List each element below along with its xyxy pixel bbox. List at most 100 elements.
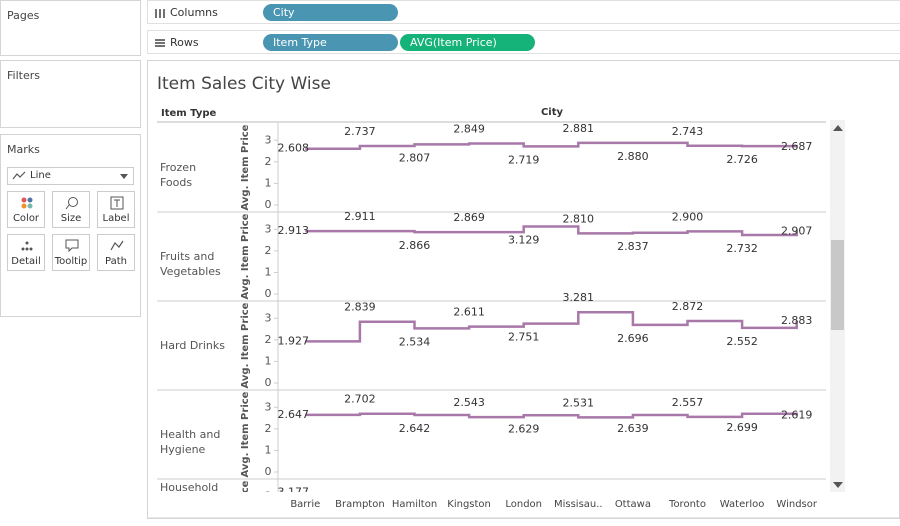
button-label: Label — [102, 213, 130, 224]
button-label: Tooltip — [54, 256, 88, 267]
value-label: 2.743 — [672, 125, 704, 138]
value-label: 1.927 — [278, 334, 310, 347]
y-axis-label: Avg. Item Price — [240, 480, 251, 526]
x-tick-label: Toronto — [668, 499, 706, 510]
pill[interactable]: City — [263, 4, 398, 21]
path-button[interactable]: Path — [97, 234, 135, 271]
filters-card: Filters — [0, 60, 141, 128]
pages-title: Pages — [7, 9, 40, 22]
detail-button[interactable]: Detail — [7, 234, 45, 271]
button-label: Size — [60, 213, 82, 224]
value-label: 2.837 — [617, 240, 649, 253]
value-label: 2.880 — [617, 150, 649, 163]
value-label: 2.699 — [726, 421, 758, 434]
y-tick-label: 3 — [265, 400, 272, 413]
x-tick-label: Waterloo — [720, 499, 765, 510]
value-label: 2.647 — [278, 408, 310, 421]
value-label: 2.719 — [508, 153, 540, 166]
line — [305, 141, 798, 150]
row-header: Household — [160, 481, 219, 492]
scrollbar-thumb[interactable] — [831, 240, 844, 330]
path-icon — [110, 240, 124, 251]
value-label: 2.696 — [617, 332, 649, 345]
value-label: 3.177 — [278, 485, 310, 498]
marks-card: Marks Line Color Size Label Detail Toolt… — [0, 134, 141, 317]
value-label: 2.732 — [726, 242, 758, 255]
value-label: 2.543 — [453, 396, 485, 409]
size-button[interactable]: Size — [52, 191, 90, 228]
x-tick-label: Windsor — [776, 499, 817, 510]
value-label: 2.810 — [563, 212, 595, 225]
line — [305, 225, 798, 237]
y-axis-label: Avg. Item Price — [240, 391, 251, 477]
y-tick-label: 3 — [265, 489, 272, 502]
button-label: Path — [105, 256, 127, 267]
y-tick-label: 0 — [265, 465, 272, 478]
value-label: 2.608 — [278, 142, 310, 155]
y-axis-label: Avg. Item Price — [240, 302, 251, 388]
row-header: Fruits and Vegetables — [160, 249, 221, 278]
value-label: 2.869 — [453, 211, 485, 224]
x-tick-label: Brampton — [335, 499, 385, 510]
value-label: 2.751 — [508, 331, 540, 344]
y-tick-label: 2 — [265, 244, 272, 257]
x-tick-label: Barrie — [290, 499, 320, 510]
line-icon — [12, 171, 26, 180]
y-tick-label: 2 — [265, 333, 272, 346]
y-tick-label: 3 — [265, 311, 272, 324]
value-label: 2.913 — [278, 224, 310, 237]
value-label: 2.881 — [563, 122, 595, 135]
pill[interactable]: AVG(Item Price) — [400, 34, 535, 51]
x-tick-label: Kingston — [447, 499, 491, 510]
shelf-label: Rows — [170, 36, 199, 49]
value-label: 2.907 — [781, 224, 813, 237]
y-tick-label: 0 — [265, 198, 272, 211]
value-label: 2.552 — [726, 335, 758, 348]
value-label: 2.639 — [617, 422, 649, 435]
mark-type-dropdown[interactable]: Line — [7, 167, 134, 185]
column-header-title: City — [541, 107, 564, 118]
value-label: 2.687 — [781, 140, 813, 153]
pages-card: Pages — [0, 0, 141, 56]
tooltip-button[interactable]: Tooltip — [52, 234, 90, 271]
value-label: 2.883 — [781, 314, 813, 327]
x-tick-label: Missisau.. — [554, 499, 603, 510]
y-tick-label: 2 — [265, 422, 272, 435]
value-label: 2.642 — [399, 422, 431, 435]
y-axis-label: Avg. Item Price — [240, 213, 251, 299]
value-label: 2.611 — [453, 306, 485, 319]
size-icon — [65, 197, 78, 210]
pill[interactable]: Item Type — [263, 34, 398, 51]
row-header: Health and Hygiene — [160, 427, 221, 456]
line — [305, 412, 798, 419]
label-icon — [110, 196, 124, 210]
row-header: Frozen Foods — [160, 160, 197, 189]
filters-title: Filters — [7, 69, 40, 82]
columns-icon — [155, 9, 165, 18]
scroll-down[interactable] — [833, 482, 843, 488]
y-tick-label: 2 — [265, 155, 272, 168]
chart-title: Item Sales City Wise — [157, 74, 331, 94]
dropdown-arrow — [120, 174, 128, 179]
scroll-up[interactable] — [833, 125, 843, 131]
row-header-title: Item Type — [161, 108, 216, 119]
y-tick-label: 3 — [265, 133, 272, 146]
line — [305, 310, 798, 343]
y-tick-label: 3 — [265, 222, 272, 235]
color-button[interactable]: Color — [7, 191, 45, 228]
button-label: Color — [12, 213, 40, 224]
label-button[interactable]: Label — [97, 191, 135, 228]
value-label: 2.866 — [399, 239, 431, 252]
y-tick-label: 2 — [265, 511, 272, 524]
shelf-label: Columns — [170, 6, 218, 19]
detail-icon — [21, 241, 33, 251]
value-label: 2.900 — [672, 210, 704, 223]
value-label: 2.619 — [781, 408, 813, 421]
value-label: 2.534 — [399, 335, 431, 348]
value-label: 2.531 — [563, 396, 595, 409]
y-tick-label: 0 — [265, 287, 272, 300]
value-label: 2.849 — [453, 123, 485, 136]
x-tick-label: London — [505, 499, 542, 510]
value-label: 2.872 — [672, 300, 704, 313]
